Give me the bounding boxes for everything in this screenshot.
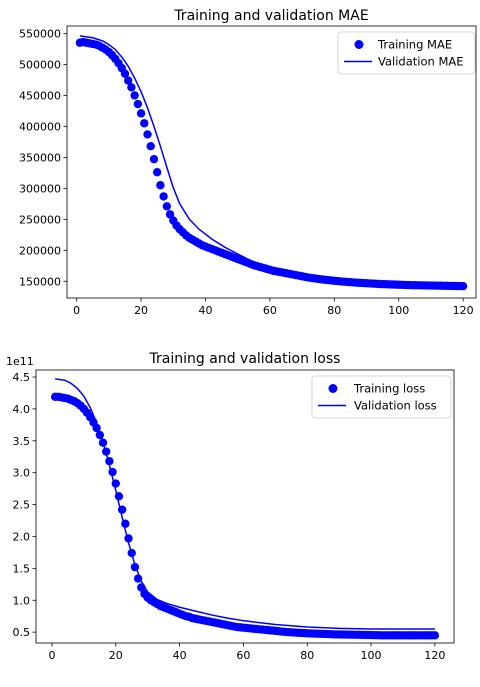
- training-mae-point: [123, 76, 133, 85]
- loss-axes-frame: [35, 369, 455, 644]
- mae-x-tick-label: 60: [263, 304, 277, 317]
- loss-y-tick-label: 1.0: [13, 594, 31, 607]
- training-mae-point: [146, 142, 155, 151]
- loss-x-tick-label: 60: [236, 649, 250, 662]
- mae-x-tick-label: 20: [134, 304, 148, 317]
- loss-ticks-layer: 0 20 40 60 80 100 120 0.5 1.0 1.5 2.0 2.5 3.0 3.5 4.0 4…: [13, 371, 446, 662]
- legend-validation-loss-label: Validation loss: [354, 399, 437, 413]
- loss-x-tick-label: 40: [173, 649, 187, 662]
- training-mae-point: [143, 130, 152, 139]
- legend-validation-mae-label: Validation MAE: [378, 55, 464, 69]
- loss-y-tick-label: 2.0: [13, 530, 31, 543]
- mae-series-layer: [75, 35, 468, 291]
- mae-x-tick-label: 40: [198, 304, 212, 317]
- legend-training-loss-marker: [328, 384, 338, 393]
- mae-chart-title: Training and validation MAE: [173, 8, 368, 24]
- mae-legend: Training MAE Validation MAE: [337, 31, 476, 75]
- training-mae-point: [127, 83, 136, 92]
- validation-loss-line: [55, 378, 435, 630]
- mae-axes-frame: [66, 25, 477, 299]
- training-loss-point: [430, 631, 440, 640]
- legend-training-mae-marker: [354, 40, 364, 49]
- mae-x-tick-label: 80: [327, 304, 341, 317]
- mae-y-tick-label: 250000: [19, 213, 61, 226]
- loss-chart-title: Training and validation loss: [149, 351, 341, 367]
- loss-y-tick-label: 4.0: [13, 403, 31, 416]
- mae-legend-box: [337, 31, 476, 75]
- training-mae-point: [159, 192, 168, 201]
- loss-chart: 0 20 40 60 80 100 120 0.5 1.0 1.5 2.0 2.5 3.0 3.5 4.0 4…: [6, 351, 455, 662]
- training-mae-point: [165, 210, 175, 219]
- mae-y-tick-label: 300000: [19, 182, 61, 195]
- loss-x-tick-label: 120: [424, 649, 445, 662]
- loss-y-tick-label: 4.5: [13, 371, 31, 384]
- training-mae-point: [130, 91, 139, 100]
- training-mae-point: [133, 99, 143, 109]
- loss-x-tick-label: 20: [109, 649, 123, 662]
- training-mae-point: [152, 168, 162, 177]
- training-mae-point: [136, 109, 146, 118]
- legend-training-mae-label: Training MAE: [377, 38, 452, 52]
- mae-x-tick-label: 0: [73, 304, 80, 317]
- loss-y-offset-label: 1e11: [6, 355, 34, 368]
- training-mae-point: [140, 119, 149, 128]
- mae-x-tick-label: 100: [388, 304, 409, 317]
- legend-training-loss-label: Training loss: [353, 382, 425, 396]
- training-mae-point: [162, 202, 172, 211]
- training-mae-point: [458, 281, 468, 291]
- training-mae-point: [156, 181, 165, 190]
- loss-x-tick-label: 100: [361, 649, 382, 662]
- loss-y-tick-label: 3.0: [13, 467, 31, 480]
- mae-x-tick-label: 120: [453, 304, 474, 317]
- loss-series-layer: [50, 378, 440, 640]
- loss-y-tick-label: 1.5: [13, 562, 31, 575]
- mae-y-tick-label: 450000: [19, 89, 61, 102]
- mae-chart: 0 20 40 60 80 100 120 150000 200000 250000 300000 3…: [19, 8, 477, 317]
- mae-y-tick-label: 550000: [19, 27, 61, 40]
- mae-y-tick-label: 350000: [19, 151, 61, 164]
- loss-y-tick-label: 0.5: [13, 626, 31, 639]
- loss-x-tick-label: 80: [300, 649, 314, 662]
- loss-legend-box: [311, 375, 452, 419]
- loss-y-tick-label: 2.5: [13, 499, 31, 512]
- mae-y-tick-label: 200000: [19, 244, 61, 257]
- mae-y-tick-label: 500000: [19, 58, 61, 71]
- loss-legend: Training loss Validation loss: [311, 375, 452, 419]
- validation-mae-line: [79, 35, 464, 286]
- training-mae-point: [120, 69, 130, 78]
- mae-ticks-layer: 0 20 40 60 80 100 120 150000 200000 250000 300000 3…: [19, 27, 474, 317]
- training-mae-point: [149, 155, 159, 164]
- mae-y-tick-label: 150000: [19, 275, 61, 288]
- loss-x-tick-label: 0: [48, 649, 55, 662]
- loss-y-tick-label: 3.5: [13, 435, 31, 448]
- mae-y-tick-label: 400000: [19, 120, 61, 133]
